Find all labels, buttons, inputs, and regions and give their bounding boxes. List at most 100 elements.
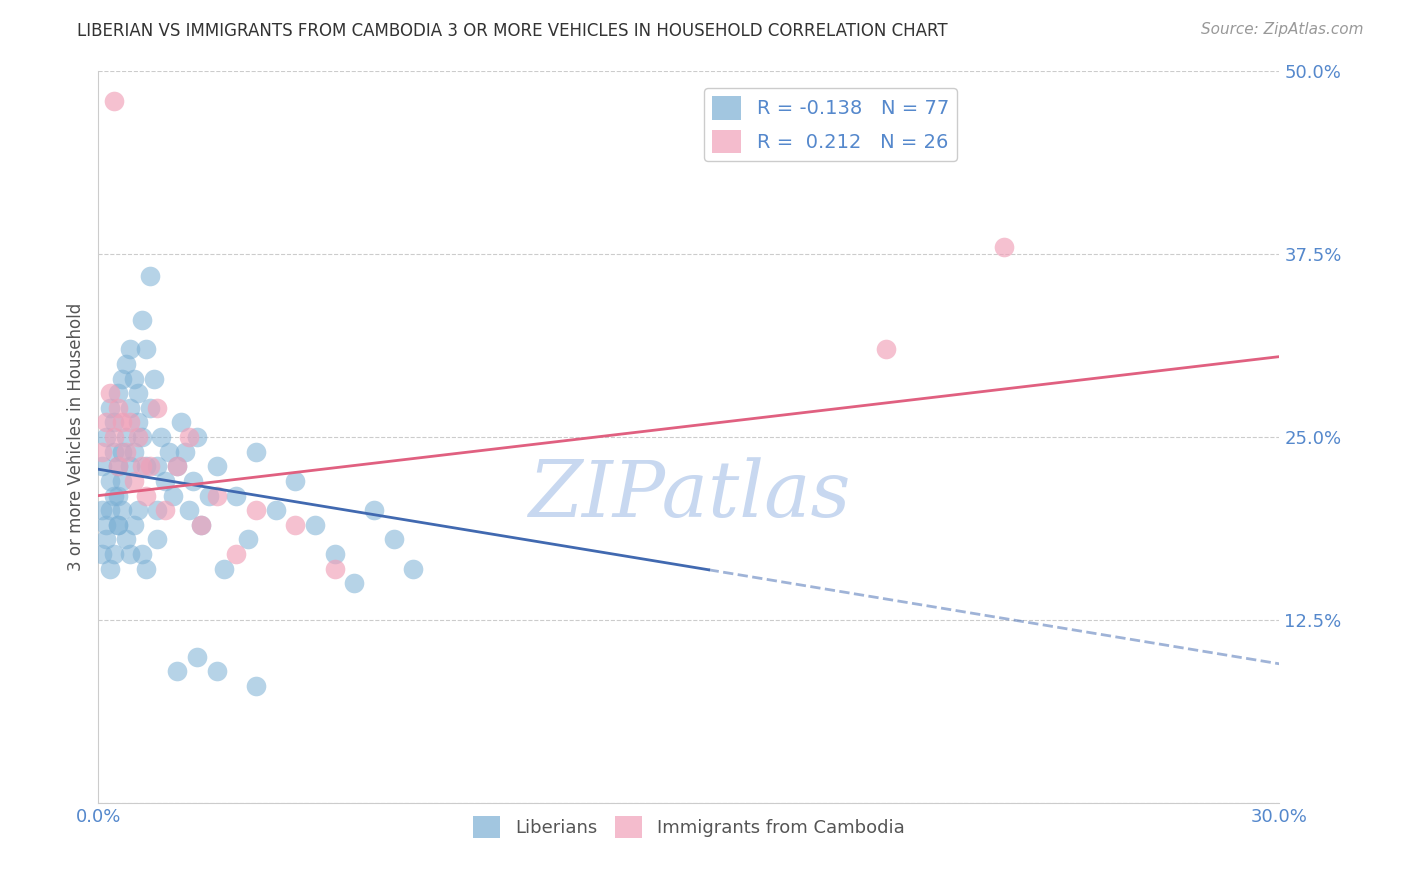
Point xyxy=(96,517,118,532)
Point xyxy=(96,533,118,547)
Point xyxy=(103,430,125,444)
Point xyxy=(135,459,157,474)
Point xyxy=(103,489,125,503)
Point xyxy=(166,664,188,678)
Point xyxy=(245,444,267,458)
Point xyxy=(111,503,134,517)
Point xyxy=(146,503,169,517)
Point xyxy=(264,503,287,517)
Point xyxy=(135,489,157,503)
Point xyxy=(118,547,141,561)
Point xyxy=(146,533,169,547)
Point xyxy=(107,517,129,532)
Point xyxy=(127,503,149,517)
Point xyxy=(111,416,134,430)
Point xyxy=(284,517,307,532)
Point xyxy=(98,503,121,517)
Point xyxy=(107,386,129,401)
Text: ZIPatlas: ZIPatlas xyxy=(527,458,851,533)
Point xyxy=(166,459,188,474)
Point xyxy=(304,517,326,532)
Point xyxy=(107,459,129,474)
Point xyxy=(284,474,307,488)
Point xyxy=(98,474,121,488)
Point xyxy=(122,371,145,385)
Point xyxy=(103,94,125,108)
Point xyxy=(177,430,200,444)
Point xyxy=(157,444,180,458)
Point xyxy=(103,416,125,430)
Point xyxy=(115,357,138,371)
Point xyxy=(150,430,173,444)
Point xyxy=(402,562,425,576)
Point xyxy=(138,269,160,284)
Point xyxy=(323,562,346,576)
Point xyxy=(91,444,114,458)
Point xyxy=(115,444,138,458)
Point xyxy=(96,430,118,444)
Point xyxy=(138,459,160,474)
Point xyxy=(245,679,267,693)
Point xyxy=(131,459,153,474)
Point xyxy=(118,416,141,430)
Point xyxy=(131,547,153,561)
Point xyxy=(127,430,149,444)
Point xyxy=(245,503,267,517)
Point xyxy=(197,489,219,503)
Text: LIBERIAN VS IMMIGRANTS FROM CAMBODIA 3 OR MORE VEHICLES IN HOUSEHOLD CORRELATION: LIBERIAN VS IMMIGRANTS FROM CAMBODIA 3 O… xyxy=(77,22,948,40)
Point xyxy=(107,517,129,532)
Point xyxy=(205,459,228,474)
Point xyxy=(96,416,118,430)
Point xyxy=(323,547,346,561)
Point xyxy=(135,562,157,576)
Point xyxy=(875,343,897,357)
Point xyxy=(142,371,165,385)
Point xyxy=(186,649,208,664)
Point xyxy=(363,503,385,517)
Point xyxy=(170,416,193,430)
Point xyxy=(98,562,121,576)
Point xyxy=(111,444,134,458)
Point xyxy=(177,503,200,517)
Point xyxy=(131,313,153,327)
Point xyxy=(115,533,138,547)
Point xyxy=(131,430,153,444)
Y-axis label: 3 or more Vehicles in Household: 3 or more Vehicles in Household xyxy=(66,303,84,571)
Point xyxy=(146,459,169,474)
Point xyxy=(205,664,228,678)
Point xyxy=(111,371,134,385)
Point xyxy=(118,343,141,357)
Point xyxy=(162,489,184,503)
Point xyxy=(122,517,145,532)
Point xyxy=(166,459,188,474)
Point xyxy=(91,459,114,474)
Point xyxy=(190,517,212,532)
Point xyxy=(98,386,121,401)
Point xyxy=(107,489,129,503)
Point xyxy=(98,401,121,415)
Point xyxy=(111,474,134,488)
Text: Source: ZipAtlas.com: Source: ZipAtlas.com xyxy=(1201,22,1364,37)
Point xyxy=(107,401,129,415)
Point xyxy=(135,343,157,357)
Point xyxy=(186,430,208,444)
Point xyxy=(236,533,259,547)
Point xyxy=(122,474,145,488)
Point xyxy=(127,386,149,401)
Point xyxy=(382,533,405,547)
Point xyxy=(91,547,114,561)
Point xyxy=(993,240,1015,254)
Point xyxy=(122,444,145,458)
Point xyxy=(205,489,228,503)
Point xyxy=(127,416,149,430)
Point xyxy=(118,401,141,415)
Point xyxy=(155,503,177,517)
Point xyxy=(174,444,197,458)
Point xyxy=(155,474,177,488)
Point xyxy=(138,401,160,415)
Legend: Liberians, Immigrants from Cambodia: Liberians, Immigrants from Cambodia xyxy=(467,808,911,845)
Point xyxy=(107,459,129,474)
Point xyxy=(181,474,204,488)
Point xyxy=(118,459,141,474)
Point xyxy=(225,547,247,561)
